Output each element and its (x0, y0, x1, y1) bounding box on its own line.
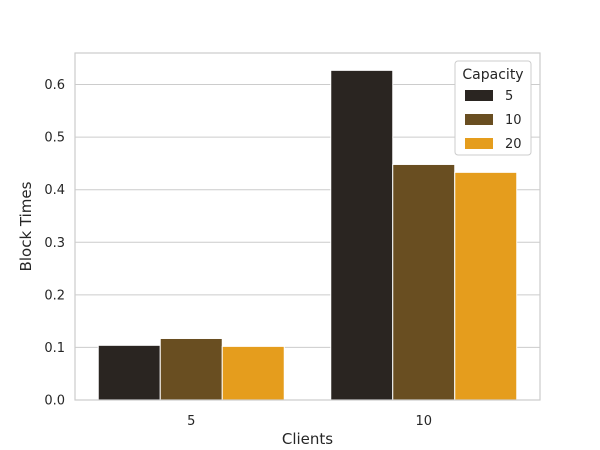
legend-items: 5 10 20 (465, 89, 522, 152)
y-tick-label: 0.4 (44, 183, 65, 198)
legend: Capacity 5 10 20 (454, 60, 532, 156)
x-tick-label: 10 (415, 414, 432, 429)
y-tick-label: 0.2 (44, 288, 65, 303)
x-ticks: 5 10 (187, 414, 432, 429)
legend-label: 20 (505, 137, 522, 152)
legend-label: 10 (505, 113, 522, 128)
legend-label: 5 (505, 89, 513, 104)
y-tick-label: 0.0 (44, 394, 65, 409)
x-tick-label: 5 (187, 414, 195, 429)
legend-swatch-5 (465, 90, 493, 101)
y-axis-label: Block Times (17, 181, 35, 271)
y-tick-label: 0.1 (44, 341, 65, 356)
legend-swatch-10 (465, 114, 493, 125)
bar-clients-10-capacity-5 (330, 69, 394, 401)
y-tick-label: 0.6 (44, 78, 65, 93)
bar-clients-5-capacity-10 (159, 337, 223, 401)
bars (97, 69, 518, 401)
bar-clients-10-capacity-10 (392, 163, 456, 401)
y-ticks: 0.0 0.1 0.2 0.3 0.4 0.5 0.6 (44, 78, 65, 408)
y-tick-label: 0.5 (44, 131, 65, 146)
plot-frame (74, 52, 541, 401)
bar-clients-5-capacity-5 (97, 344, 161, 401)
legend-swatch-20 (465, 138, 493, 149)
bar-clients-10-capacity-20 (454, 171, 518, 401)
legend-title: Capacity (462, 67, 523, 83)
x-axis-label: Clients (282, 430, 333, 448)
bar-clients-5-capacity-20 (221, 345, 285, 401)
legend-box (454, 60, 532, 156)
y-tick-label: 0.3 (44, 236, 65, 251)
